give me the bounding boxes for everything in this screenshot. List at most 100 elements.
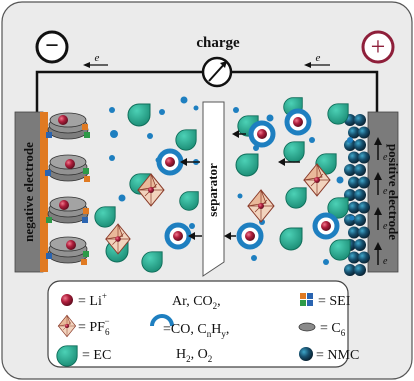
- legend-pf6-sub: 6: [105, 327, 110, 337]
- positive-terminal: +: [361, 30, 395, 64]
- nmc-particle: [358, 176, 370, 189]
- ec-icon: [56, 345, 78, 367]
- solvated-li: [287, 111, 309, 133]
- nmc-particle: [344, 164, 356, 176]
- negative-electrode-label: negative electrode: [21, 142, 36, 242]
- graphite-stacks: [45, 112, 90, 265]
- positive-electrode-label: positive electrode: [386, 144, 401, 240]
- legend-pf6-text: = PF: [78, 320, 105, 335]
- graphite-stack: [46, 236, 89, 265]
- electron-up-arrow: e: [374, 242, 388, 267]
- electron-up-arrow: e: [374, 207, 388, 232]
- solvated-li-ions: [159, 111, 337, 247]
- legend-pf6: = PF6−: [57, 315, 110, 337]
- electron-up-arrow: e: [374, 137, 388, 163]
- ec-molecule: [127, 103, 151, 127]
- legend-nmc: = NMC: [299, 347, 359, 363]
- electron-label-left: e: [95, 52, 100, 64]
- electrode-electron-arrows: e e e e: [374, 137, 388, 267]
- minus-sign: −: [45, 33, 59, 59]
- legend-gas-o2-sub: 2: [208, 354, 213, 364]
- legend-gas-line1-sub: 2: [213, 301, 218, 311]
- nmc-particle: [344, 264, 356, 276]
- ec-molecule: [283, 141, 305, 163]
- nmc-icon: [299, 347, 313, 361]
- svg-text:= Li+: = Li+: [78, 291, 107, 309]
- legend: = Li+ = PF6− = EC Ar, CO2, =CO, CnHy, H2…: [47, 280, 359, 368]
- svg-text:=CO, CnHy,: =CO, CnHy,: [163, 322, 229, 339]
- solvated-li: [159, 151, 181, 173]
- graphite-stack: [45, 154, 90, 182]
- nmc-particle: [354, 139, 366, 151]
- positive-electrode: positive electrode: [367, 111, 401, 273]
- legend-gas-line3: H: [176, 347, 186, 362]
- legend-gas-o: , O: [191, 347, 208, 362]
- ec-molecule: [285, 187, 307, 209]
- ec-molecule: [329, 239, 351, 261]
- electron-label: e: [383, 152, 388, 163]
- solvated-li: [315, 215, 337, 237]
- legend-li-text: = Li: [78, 294, 102, 309]
- li-migration-arrows: [180, 130, 300, 240]
- svg-text:Ar, CO2,: Ar, CO2,: [172, 294, 221, 311]
- nmc-particle: [354, 239, 366, 251]
- nmc-particle: [358, 201, 370, 214]
- legend-gas: Ar, CO2, =CO, CnHy, H2, O2: [150, 294, 229, 364]
- nmc-particle: [348, 251, 360, 264]
- charge-label: charge: [196, 35, 240, 51]
- sei-icon: [300, 293, 313, 306]
- legend-gas-y: y: [221, 329, 226, 339]
- ec-molecule: [279, 227, 303, 251]
- electron-up-arrow: e: [374, 172, 388, 197]
- plus-sign: +: [371, 32, 386, 61]
- nmc-particle: [344, 139, 356, 151]
- electron-label: e: [383, 256, 388, 267]
- legend-c6-sub: 6: [341, 328, 346, 338]
- ec-molecule: [327, 103, 349, 125]
- ec-molecule: [179, 191, 199, 211]
- nmc-particle: [354, 264, 366, 276]
- legend-li-sup: +: [102, 291, 107, 301]
- legend-c6: = C6: [298, 321, 346, 338]
- legend-sei-text: = SEI: [318, 294, 351, 309]
- electron-label-right: e: [316, 52, 321, 64]
- legend-gas-n: n: [207, 329, 212, 339]
- svg-text:= PF6−: = PF6−: [78, 316, 110, 337]
- legend-gas-line1: Ar, CO: [172, 294, 213, 309]
- negative-terminal: −: [35, 30, 69, 64]
- legend-gas-h2-sub: 2: [186, 354, 191, 364]
- nmc-particle: [348, 226, 360, 239]
- c6-icon: [298, 322, 316, 332]
- ec-molecule: [141, 251, 163, 273]
- solvated-li: [239, 225, 261, 247]
- solvated-li: [251, 123, 273, 145]
- separator: separator: [202, 101, 225, 277]
- legend-ec: = EC: [56, 345, 111, 367]
- graphite-stack: [46, 196, 89, 224]
- negative-electrode: negative electrode: [14, 111, 48, 273]
- electron-label: e: [383, 221, 388, 232]
- nmc-particle: [358, 251, 370, 264]
- legend-gas-line2: =CO, C: [163, 322, 207, 337]
- legend-sei: = SEI: [300, 293, 351, 309]
- nmc-particle: [354, 114, 366, 126]
- ec-molecule: [235, 153, 259, 177]
- nmc-particle: [348, 201, 360, 214]
- svg-text:H2, O2: H2, O2: [176, 347, 212, 364]
- legend-pf6-sup: −: [104, 316, 109, 326]
- nmc-particle: [348, 176, 360, 189]
- external-circuit: [35, 70, 379, 112]
- graphite-stack: [46, 112, 90, 140]
- nmc-particle: [354, 164, 366, 176]
- nmc-particle: [354, 189, 366, 201]
- li-icon: [61, 294, 73, 306]
- ammeter-icon: [201, 56, 233, 88]
- ec-molecule: [94, 206, 116, 228]
- ec-molecule: [175, 129, 197, 151]
- electron-arrow-right: e: [304, 52, 330, 68]
- nmc-particle: [358, 151, 370, 164]
- electron-label: e: [383, 186, 388, 197]
- nmc-particle: [348, 151, 360, 164]
- nmc-particle: [348, 126, 360, 139]
